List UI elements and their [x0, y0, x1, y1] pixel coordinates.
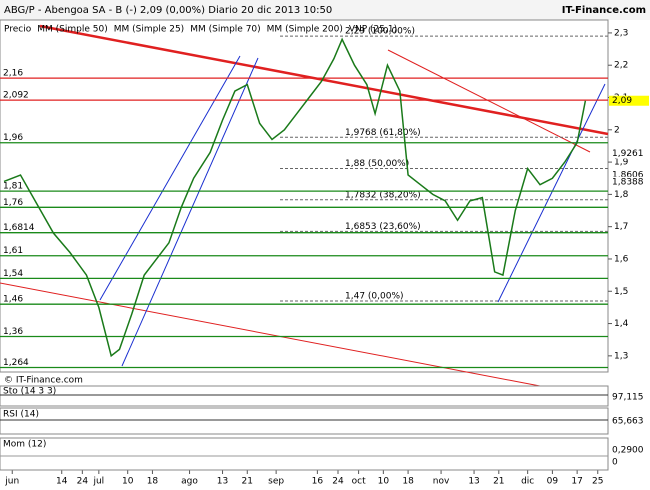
x-tick-label: 21	[493, 477, 504, 487]
y-tick-label: 1,6	[614, 254, 629, 264]
level-label: 1,76	[3, 198, 23, 208]
fib-label: 1,47 (0,00%)	[345, 291, 404, 301]
x-tick-label: 13	[468, 477, 479, 487]
level-label: 2,16	[3, 69, 23, 79]
x-tick-label: 10	[122, 477, 134, 487]
x-tick-label: oct	[352, 477, 366, 487]
pane-label: Sto (14 3 3)	[3, 387, 56, 397]
x-tick-label: 17	[571, 477, 582, 487]
x-tick-label: 24	[77, 477, 89, 487]
legend-entry: MM (Simple 25)	[114, 25, 184, 35]
plot-frame	[0, 19, 609, 373]
price-tag	[609, 169, 649, 180]
price-tag	[609, 176, 649, 187]
legend-entry: MM (Simple 50)	[37, 25, 107, 35]
level-label: 1,6814	[3, 223, 35, 233]
brand: IT-Finance.com	[562, 5, 646, 16]
legend-entry: MM (Simple 200)	[267, 25, 343, 35]
price-tag-label: 1,8606	[612, 170, 644, 180]
trendline	[387, 49, 591, 153]
fib-label: 1,7832 (38,20%)	[345, 190, 421, 200]
fib-label: 1,9768 (61,80%)	[345, 128, 421, 138]
x-tick-label: 18	[402, 477, 414, 487]
y-tick-label: 2	[614, 125, 620, 135]
x-tick-label: 21	[242, 477, 253, 487]
x-tick-label: 24	[332, 477, 344, 487]
pane-label: RSI (14)	[3, 410, 39, 420]
level-label: 1,61	[3, 246, 23, 256]
x-tick-label: 14	[56, 477, 68, 487]
level-label: 1,36	[3, 327, 23, 337]
legend-entry: VNP (25,1)	[349, 25, 397, 35]
trendlines	[0, 24, 609, 387]
y-tick-label: 1,8	[614, 190, 629, 200]
x-tick-label: 16	[312, 477, 324, 487]
pane-label: Mom (12)	[3, 440, 46, 450]
y-tick-label: 1,9	[614, 158, 629, 168]
x-tick-label: nov	[433, 477, 450, 487]
pane-tick: 0	[612, 458, 618, 468]
watermark: © IT-Finance.com	[4, 376, 83, 386]
level-label: 1,46	[3, 295, 23, 305]
x-tick-label: sep	[268, 477, 284, 487]
x-tick-label: jun	[4, 477, 19, 487]
fib-label: 1,88 (50,00%)	[345, 159, 409, 169]
price-tag-label: 2,09	[612, 96, 632, 106]
pane-value: 0,2900	[612, 446, 644, 456]
x-tick-label: 13	[217, 477, 228, 487]
level-label: 1,264	[3, 358, 29, 368]
trendline	[0, 282, 541, 387]
pane-frame	[0, 407, 609, 435]
pane-value: 97,115	[612, 393, 644, 403]
trendline	[99, 55, 241, 301]
fib-label: 2,29 (100,00%)	[345, 27, 415, 37]
level-label: 1,81	[3, 182, 23, 192]
y-tick-label: 1,3	[614, 351, 628, 361]
price-tag	[609, 148, 649, 159]
price-tag-label: 1,9261	[612, 149, 644, 159]
pane-value: 65,663	[612, 417, 644, 427]
pane-frame	[0, 385, 609, 407]
pane-frame	[0, 437, 609, 471]
price-line	[3, 37, 587, 358]
chart-title: ABG/P - Abengoa SA - B (-) 2,09 (0,00%) …	[4, 5, 332, 16]
trendline	[121, 57, 259, 367]
header-bar	[0, 0, 650, 20]
legend-entry: MM (Simple 70)	[190, 25, 260, 35]
x-tick-label: ago	[181, 477, 198, 487]
x-tick-label: dic	[521, 477, 534, 487]
y-tick-label: 1,7	[614, 222, 628, 232]
level-label: 1,54	[3, 269, 23, 279]
y-tick-label: 1,5	[614, 287, 628, 297]
y-tick-label: 2,2	[614, 61, 628, 71]
x-tick-label: 18	[147, 477, 159, 487]
x-tick-label: 10	[378, 477, 390, 487]
y-tick-label: 2,3	[614, 28, 628, 38]
trendline	[39, 24, 609, 136]
x-tick-label: jul	[92, 477, 104, 487]
indicator-panes: Sto (14 3 3) 97,115 RSI (14) 65,663 Mom (12)…	[0, 385, 644, 471]
fib-label: 1,6853 (23,60%)	[345, 222, 421, 232]
price-tag	[609, 95, 649, 106]
trendline	[497, 83, 606, 303]
level-label: 2,092	[3, 91, 29, 101]
price-tag-label: 1,8388	[612, 177, 644, 187]
x-tick-label: 25	[592, 477, 603, 487]
y-tick-label: 1,4	[614, 319, 629, 329]
level-label: 1,96	[3, 133, 23, 143]
x-tick-label: 09	[547, 477, 559, 487]
legend-entry: Precio	[4, 25, 32, 35]
